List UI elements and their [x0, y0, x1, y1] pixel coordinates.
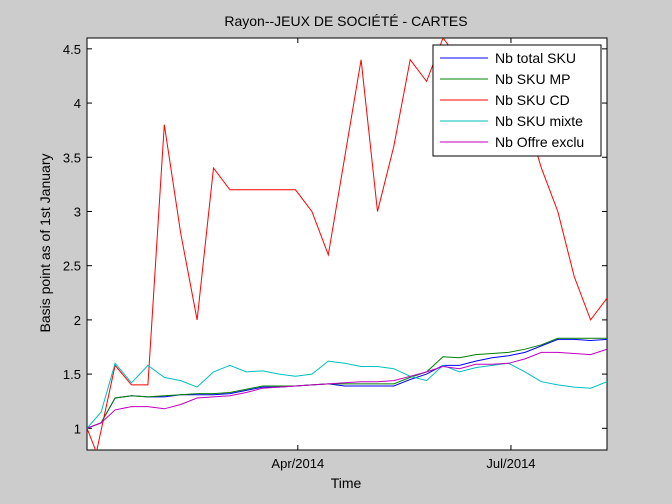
x-axis-label: Time — [331, 475, 362, 491]
x-tick-label: Jul/2014 — [486, 456, 535, 471]
legend-label: Nb Offre exclu — [495, 134, 584, 150]
series-line-nb-offre-exclu — [87, 348, 607, 429]
x-axis: Apr/2014 Jul/2014 — [271, 38, 536, 471]
y-axis-label: Basis point as of 1st January — [37, 154, 53, 333]
legend-label: Nb total SKU — [495, 50, 576, 66]
legend-label: Nb SKU CD — [495, 92, 570, 108]
y-tick-label: 1.5 — [63, 367, 81, 382]
legend: Nb total SKU Nb SKU MP Nb SKU CD Nb SKU mix… — [432, 44, 602, 157]
series-line-nb-sku-mixte — [87, 360, 607, 429]
y-tick-label: 4 — [74, 96, 81, 111]
series-line-nb-sku-mp — [87, 337, 607, 429]
y-tick-label: 3.5 — [63, 150, 81, 165]
x-tick-label: Apr/2014 — [271, 456, 324, 471]
y-tick-label: 1 — [74, 421, 81, 436]
legend-label: Nb SKU mixte — [495, 113, 583, 129]
y-tick-label: 4.5 — [63, 42, 81, 57]
y-axis: 1 1.5 2 2.5 3 3.5 4 4.5 — [63, 42, 607, 436]
chart-title: Rayon--JEUX DE SOCIÉTÉ - CARTES — [224, 13, 467, 29]
series-line-nb-total-sku — [87, 338, 607, 429]
series-layer — [87, 38, 607, 450]
legend-label: Nb SKU MP — [495, 71, 570, 87]
y-tick-label: 3 — [74, 204, 81, 219]
y-tick-label: 2 — [74, 313, 81, 328]
y-tick-label: 2.5 — [63, 259, 81, 274]
